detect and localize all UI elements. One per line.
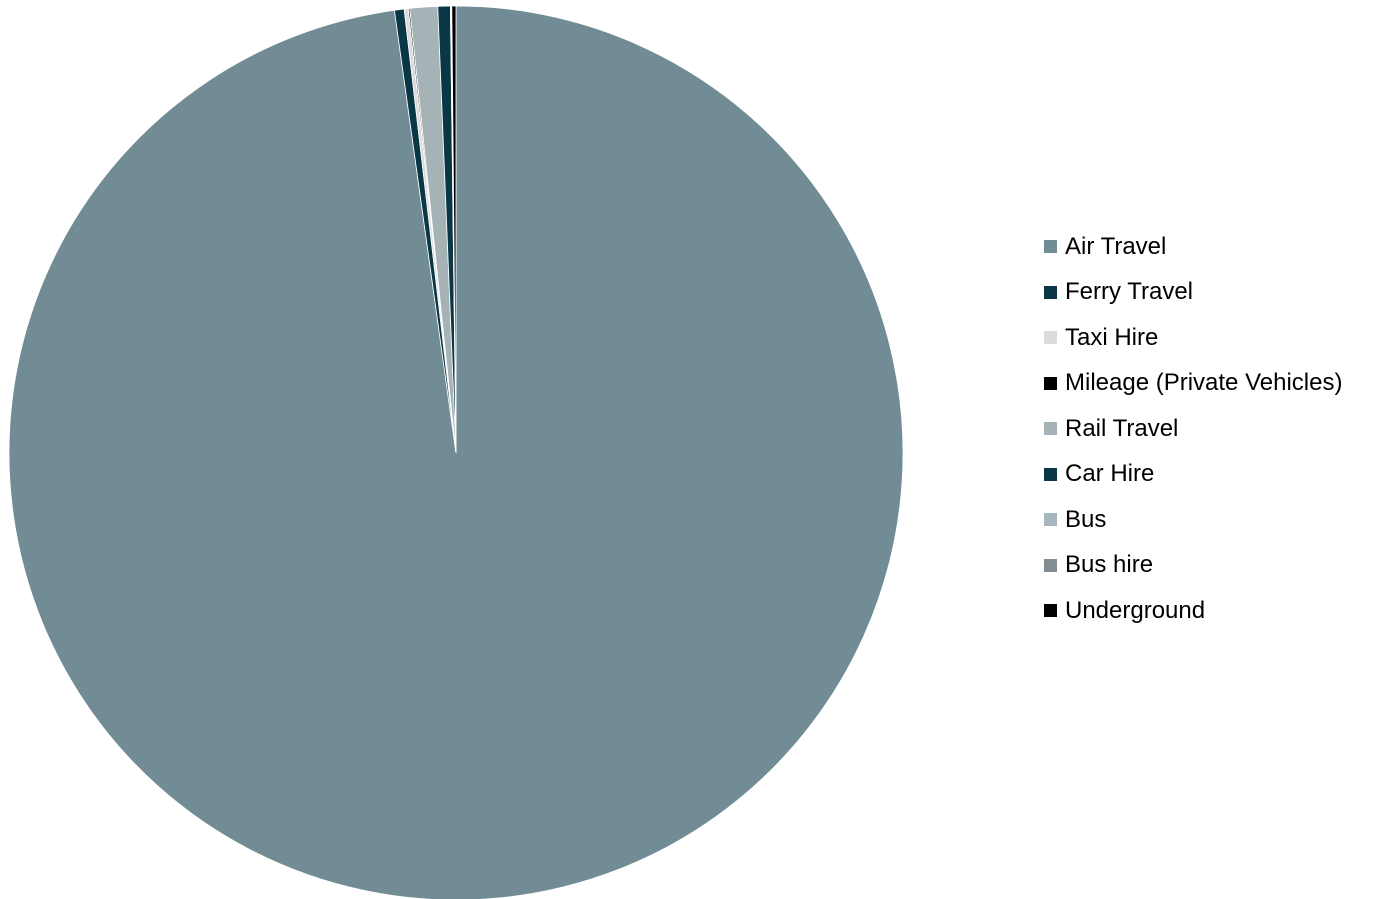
pie-slice-underground: [451, 5, 457, 454]
legend-entry-car-hire: Car Hire: [1044, 452, 1342, 498]
legend-label: Mileage (Private Vehicles): [1065, 369, 1343, 397]
legend: Air Travel Ferry Travel Taxi Hire Mileage (…: [1044, 224, 1342, 634]
legend-label: Ferry Travel: [1065, 278, 1194, 306]
legend-entry-bus: Bus: [1044, 497, 1342, 543]
legend-entry-ferry-travel: Ferry Travel: [1044, 270, 1342, 316]
legend-label: Underground: [1065, 596, 1206, 624]
legend-swatch: [1044, 467, 1057, 481]
legend-entry-rail-travel: Rail Travel: [1044, 406, 1342, 452]
legend-swatch: [1044, 604, 1057, 618]
legend-swatch: [1044, 331, 1057, 345]
legend-label: Bus: [1065, 505, 1107, 533]
legend-entry-taxi-hire: Taxi Hire: [1044, 315, 1342, 361]
legend-swatch: [1044, 240, 1057, 254]
legend-entry-bus-hire: Bus hire: [1044, 543, 1342, 589]
legend-entry-air-travel: Air Travel: [1044, 224, 1342, 270]
legend-swatch: [1044, 376, 1057, 390]
legend-label: Air Travel: [1065, 232, 1167, 260]
legend-swatch: [1044, 513, 1057, 527]
pie-plot-area: [8, 5, 904, 899]
legend-label: Car Hire: [1065, 460, 1155, 488]
legend-label: Bus hire: [1065, 551, 1154, 579]
legend-label: Rail Travel: [1065, 414, 1179, 442]
legend-label: Taxi Hire: [1065, 323, 1159, 351]
legend-entry-mileage-private-vehicles: Mileage (Private Vehicles): [1044, 361, 1342, 407]
legend-entry-underground: Underground: [1044, 588, 1342, 634]
legend-swatch: [1044, 285, 1057, 299]
legend-swatch: [1044, 558, 1057, 572]
legend-swatch: [1044, 422, 1057, 436]
